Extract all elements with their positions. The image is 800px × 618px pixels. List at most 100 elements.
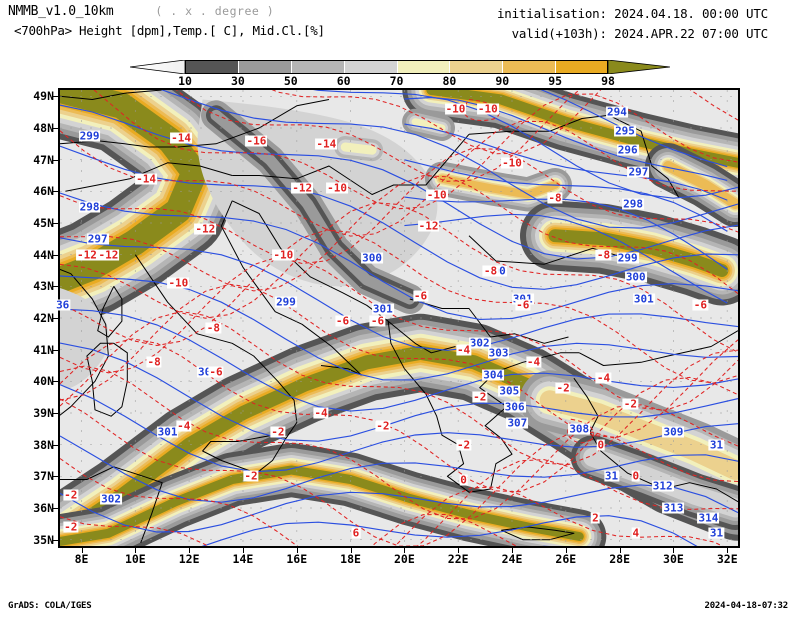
x-axis-label-28E: 28E <box>609 552 630 566</box>
height-contour-label: 298 <box>78 200 101 214</box>
y-axis-tick <box>53 223 59 224</box>
x-axis-label-8E: 8E <box>74 552 89 566</box>
initialisation-time: initialisation: 2024.04.18. 00:00 UTC <box>496 6 768 21</box>
y-axis-tick <box>53 159 59 161</box>
height-contour-label: 309 <box>662 425 685 439</box>
colorbar-tick-30: 30 <box>230 74 245 88</box>
temperature-contour-label: -6 <box>334 314 351 328</box>
x-axis-label-30E: 30E <box>663 552 684 566</box>
temperature-contour-label: -4 <box>525 355 542 369</box>
resolution-note: ( . x . degree ) <box>155 4 275 18</box>
x-axis-tick <box>673 547 675 553</box>
temperature-contour-label: -2 <box>622 397 638 410</box>
colorbar-tick-50: 50 <box>283 74 298 88</box>
y-axis-label-43N: 43N <box>33 279 54 294</box>
valid-time: valid(+103h): 2024.APR.22 07:00 UTC <box>511 26 769 41</box>
height-contour-label: 314 <box>697 511 720 524</box>
colorbar-tick-80: 80 <box>442 74 457 88</box>
x-axis-label-14E: 14E <box>232 552 254 566</box>
y-axis-label-39N: 39N <box>33 406 54 420</box>
colorbar-tick-10: 10 <box>178 74 192 88</box>
colorbar-band <box>290 60 344 74</box>
temperature-contour-label: -10 <box>425 188 448 201</box>
temperature-contour-label: -12 <box>291 181 314 195</box>
height-contour-label: 36 <box>55 298 71 312</box>
y-axis-label-49N: 49N <box>33 89 54 104</box>
y-axis-tick <box>53 191 59 193</box>
temperature-contour-label: -6 <box>692 298 708 312</box>
colorbar-separator <box>290 60 292 74</box>
colorbar-tick-60: 60 <box>336 74 351 88</box>
temperature-contour-label: -8 <box>482 264 499 277</box>
height-contour-label: 312 <box>651 479 674 493</box>
temperature-contour-label: -4 <box>595 371 612 385</box>
colorbar-band <box>502 60 556 74</box>
y-axis-label-48N: 48N <box>33 121 54 135</box>
x-axis-tick <box>512 547 513 553</box>
temperature-contour-label: -2 <box>63 488 79 502</box>
temperature-contour-label: -4 <box>176 419 192 433</box>
height-contour-label: 295 <box>614 124 636 138</box>
colorbar-separator <box>449 60 451 74</box>
colorbar-high-arrow <box>608 60 670 74</box>
y-axis-tick <box>53 96 59 98</box>
x-axis-tick <box>619 547 621 553</box>
colorbar-band <box>449 60 503 74</box>
height-contour-label: 301 <box>371 302 394 315</box>
temperature-contour-label: -10 <box>476 102 499 116</box>
height-contour-label: 31 <box>708 526 725 540</box>
height-contour-label: 294 <box>605 105 628 119</box>
colorbar-tick-90: 90 <box>495 74 510 88</box>
height-contour-label: 300 <box>361 251 384 265</box>
height-contour-label: 305 <box>498 384 521 398</box>
temperature-contour-label: -6 <box>369 314 386 328</box>
temperature-contour-label: -6 <box>412 289 429 303</box>
x-axis-tick <box>135 547 137 553</box>
temperature-contour-label: -4 <box>313 406 329 420</box>
y-axis-label-47N: 47N <box>33 152 54 167</box>
x-axis-label-32E: 32E <box>716 552 738 566</box>
temperature-contour-label: -10 <box>501 156 523 170</box>
height-contour-label: 300 <box>197 366 219 378</box>
height-contour-label: 299 <box>78 129 101 143</box>
colorbar-separator <box>502 60 504 74</box>
temperature-contour-label: -10 <box>272 248 295 262</box>
colorbar-separator <box>343 60 345 74</box>
temperature-contour-label: -12 <box>417 219 440 233</box>
height-contour-label: 298 <box>622 197 644 211</box>
y-axis-label-45N: 45N <box>33 216 54 230</box>
temperature-contour-label: -12 <box>75 248 98 262</box>
height-contour-label: 302 <box>468 336 491 350</box>
height-contour-label: 296 <box>616 143 639 157</box>
temperature-contour-label: 2 <box>591 511 600 524</box>
temperature-contour-label: 0 <box>459 473 468 486</box>
height-contour-label: 307 <box>506 416 529 429</box>
height-contour-label: 306 <box>503 400 526 414</box>
temperature-contour-label: -14 <box>315 137 338 151</box>
x-axis-tick <box>565 547 567 553</box>
temperature-contour-label: -14 <box>170 131 192 144</box>
temperature-contour-label: -8 <box>205 321 221 334</box>
temperature-contour-label: -8 <box>547 191 563 205</box>
y-axis-tick <box>53 381 59 383</box>
height-contour-label: 303 <box>487 346 510 360</box>
colorbar-band <box>185 60 238 74</box>
temperature-contour-label: -12 <box>194 222 217 236</box>
x-axis-label-24E: 24E <box>501 552 523 566</box>
x-axis-label-16E: 16E <box>286 552 308 566</box>
height-contour-label: 308 <box>568 422 591 436</box>
y-axis-label-44N: 44N <box>33 247 54 262</box>
footer-source: GrADS: COLA/IGES <box>8 601 92 611</box>
colorbar-band <box>237 60 291 74</box>
temperature-contour-label: -2 <box>63 520 79 534</box>
x-axis-tick <box>350 547 352 553</box>
colorbar-low-arrow <box>130 60 185 74</box>
height-contour-label: 313 <box>662 501 685 515</box>
temperature-contour-label: -8 <box>146 355 162 369</box>
x-axis-tick <box>727 547 729 553</box>
x-axis-label-12E: 12E <box>178 552 200 566</box>
y-axis-tick <box>53 349 59 351</box>
height-contour-label: 301 <box>632 292 655 306</box>
height-contour-label: 299 <box>275 295 297 309</box>
temperature-contour-label: -6 <box>208 365 224 379</box>
